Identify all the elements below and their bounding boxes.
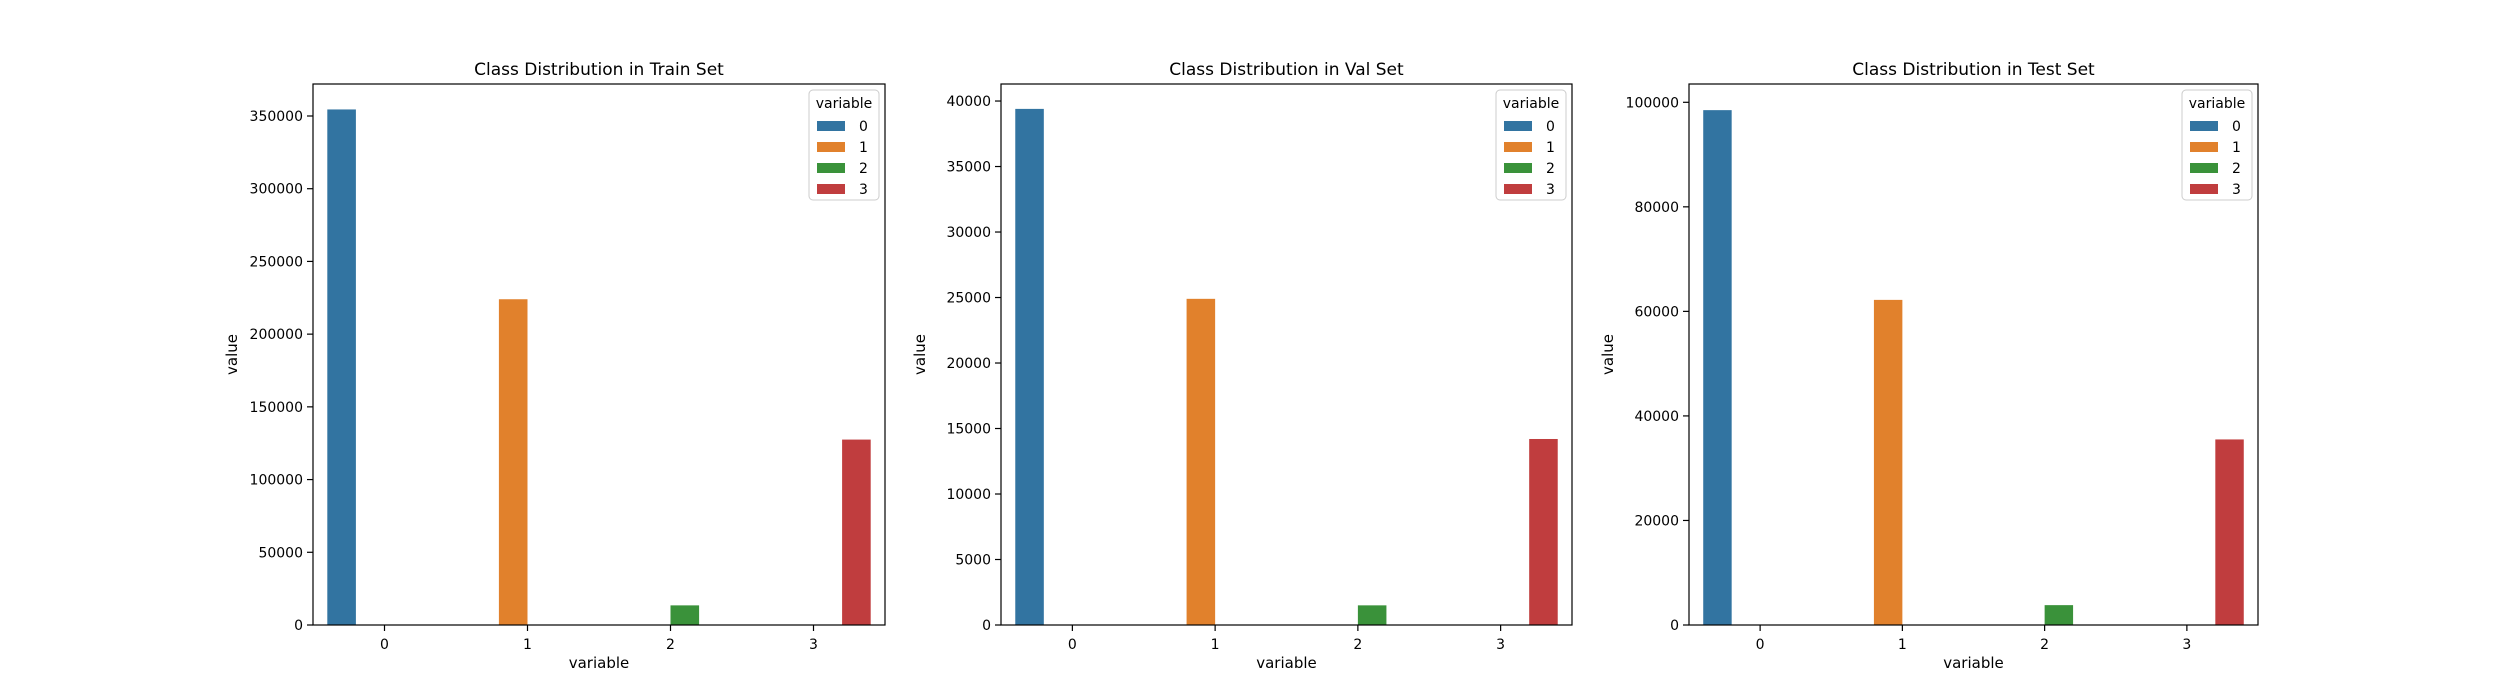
x-tick-label: 0 — [1068, 637, 1077, 653]
y-tick-label: 0 — [294, 618, 303, 634]
y-tick-label: 80000 — [1634, 200, 1679, 216]
legend-swatch-2 — [817, 163, 845, 173]
chart-title: Class Distribution in Train Set — [474, 60, 724, 80]
y-axis-label: value — [911, 334, 929, 375]
y-tick-label: 0 — [982, 618, 991, 634]
bar-2-2 — [670, 605, 700, 625]
bar-0-0 — [1015, 108, 1044, 625]
y-tick-label: 100000 — [250, 473, 303, 489]
legend-title: variable — [816, 96, 872, 112]
y-tick-label: 50000 — [258, 545, 303, 561]
x-tick-label: 1 — [523, 637, 532, 653]
legend-entry-3: 3 — [859, 182, 868, 198]
y-tick-label: 40000 — [1634, 409, 1679, 425]
y-tick-label: 5000 — [955, 553, 991, 569]
y-tick-label: 350000 — [250, 109, 303, 125]
bar-0-0 — [1703, 110, 1732, 625]
x-tick-label: 0 — [380, 637, 389, 653]
legend-entry-2: 2 — [1546, 161, 1555, 177]
chart-panel-1: 0 5000 10000 15000 20000 25000 30000 35000 40000… — [911, 60, 1573, 672]
y-tick-label: 250000 — [250, 254, 303, 270]
legend-entry-3: 3 — [1546, 182, 1555, 198]
legend-swatch-0 — [1504, 121, 1532, 131]
y-tick-label: 15000 — [946, 422, 991, 438]
legend-swatch-3 — [817, 184, 845, 194]
bar-2-2 — [1357, 605, 1387, 625]
legend-entry-0: 0 — [2232, 119, 2241, 135]
legend: variable 0 1 2 3 — [2181, 89, 2253, 201]
chart-panel-0: 0 50000 100000 150000 200000 250000 300000 3500… — [223, 60, 886, 672]
y-tick-label: 25000 — [946, 291, 991, 307]
y-tick-label: 20000 — [1634, 513, 1679, 529]
bar-1-1 — [1186, 298, 1216, 625]
legend-entry-2: 2 — [2232, 161, 2241, 177]
legend-swatch-2 — [2190, 163, 2218, 173]
x-tick-label: 0 — [1756, 637, 1765, 653]
y-tick-label: 10000 — [946, 487, 991, 503]
legend-swatch-3 — [2190, 184, 2218, 194]
legend-title: variable — [1503, 96, 1559, 112]
y-tick-label: 200000 — [250, 327, 303, 343]
x-tick-label: 1 — [1211, 637, 1220, 653]
x-axis-label: variable — [1943, 654, 2004, 672]
y-axis-label: value — [1599, 334, 1617, 375]
axes-frame — [1000, 83, 1573, 626]
legend-entry-1: 1 — [2232, 140, 2241, 156]
chart-panel-2: 0 20000 40000 60000 80000 100000 0 1 2 3 Class Dis… — [1599, 60, 2259, 672]
y-tick-label: 300000 — [250, 182, 303, 198]
y-tick-label: 20000 — [946, 356, 991, 372]
x-tick-label: 3 — [2182, 637, 2191, 653]
legend-entry-0: 0 — [1546, 119, 1555, 135]
legend: variable 0 1 2 3 — [808, 89, 880, 201]
legend-swatch-3 — [1504, 184, 1532, 194]
y-tick-label: 60000 — [1634, 304, 1679, 320]
x-tick-label: 3 — [809, 637, 818, 653]
x-tick-label: 2 — [666, 637, 675, 653]
legend-entry-1: 1 — [859, 140, 868, 156]
legend: variable 0 1 2 3 — [1495, 89, 1567, 201]
legend-entry-2: 2 — [859, 161, 868, 177]
legend-entry-3: 3 — [2232, 182, 2241, 198]
legend-swatch-0 — [2190, 121, 2218, 131]
y-tick-label: 30000 — [946, 225, 991, 241]
x-tick-label: 1 — [1898, 637, 1907, 653]
legend-swatch-1 — [2190, 142, 2218, 152]
y-tick-label: 0 — [1670, 618, 1679, 634]
bar-3-3 — [2215, 439, 2244, 625]
bar-1-1 — [498, 299, 528, 625]
chart-title: Class Distribution in Val Set — [1169, 60, 1404, 80]
y-axis-label: value — [223, 334, 241, 375]
bar-1-1 — [1873, 299, 1903, 625]
bar-2-2 — [2044, 605, 2074, 625]
legend-swatch-0 — [817, 121, 845, 131]
axes-frame — [1688, 83, 2259, 626]
legend-swatch-1 — [817, 142, 845, 152]
chart-title: Class Distribution in Test Set — [1852, 60, 2095, 80]
y-tick-label: 150000 — [250, 400, 303, 416]
legend-entry-1: 1 — [1546, 140, 1555, 156]
x-tick-label: 3 — [1496, 637, 1505, 653]
y-tick-label: 35000 — [946, 160, 991, 176]
x-tick-label: 2 — [2040, 637, 2049, 653]
bar-3-3 — [1529, 438, 1558, 625]
axes-frame — [312, 83, 886, 626]
legend-swatch-2 — [1504, 163, 1532, 173]
x-axis-label: variable — [1256, 654, 1317, 672]
y-tick-label: 100000 — [1626, 95, 1679, 111]
bar-3-3 — [842, 439, 871, 625]
x-axis-label: variable — [569, 654, 630, 672]
legend-title: variable — [2189, 96, 2245, 112]
x-tick-label: 2 — [1353, 637, 1362, 653]
legend-entry-0: 0 — [859, 119, 868, 135]
bar-0-0 — [327, 109, 356, 625]
legend-swatch-1 — [1504, 142, 1532, 152]
y-tick-label: 40000 — [946, 94, 991, 110]
